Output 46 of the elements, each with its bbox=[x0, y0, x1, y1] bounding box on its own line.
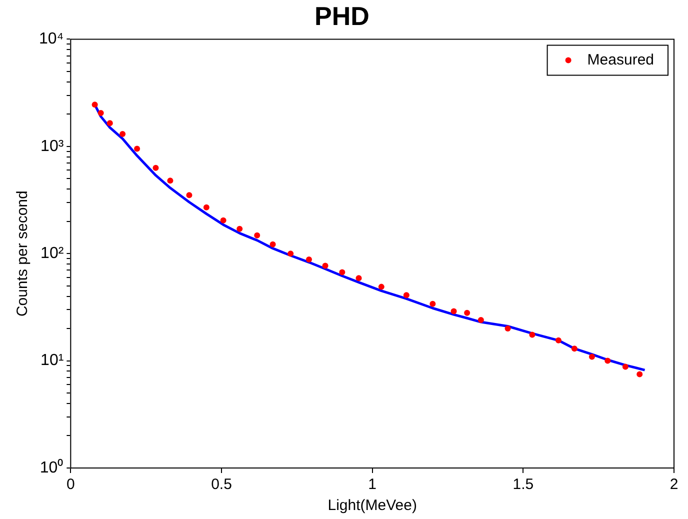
x-tick-label: 2 bbox=[670, 476, 678, 494]
point bbox=[529, 332, 536, 338]
point bbox=[622, 364, 628, 370]
point bbox=[220, 217, 226, 224]
point bbox=[288, 250, 294, 257]
x-axis-title: Light(MeVee) bbox=[328, 497, 417, 514]
point bbox=[106, 120, 113, 126]
y-tick-label: 10² bbox=[40, 245, 64, 262]
point bbox=[167, 178, 174, 184]
point bbox=[504, 326, 511, 332]
point bbox=[120, 130, 126, 137]
point bbox=[322, 262, 328, 269]
x-tick-label: 1.5 bbox=[512, 476, 534, 494]
point bbox=[478, 317, 484, 324]
point bbox=[254, 232, 260, 238]
y-tick-label: 10⁴ bbox=[39, 30, 64, 48]
y-axis-title: Counts per second bbox=[14, 190, 32, 317]
legend-label: Measured bbox=[587, 51, 654, 68]
point bbox=[152, 164, 159, 171]
y-tick-label: 10³ bbox=[40, 138, 64, 155]
point bbox=[555, 337, 562, 344]
x-tick-label: 0.5 bbox=[211, 476, 232, 494]
point bbox=[378, 284, 384, 290]
point bbox=[356, 275, 362, 282]
y-tick-label: 10¹ bbox=[40, 352, 64, 370]
point bbox=[339, 269, 346, 276]
point bbox=[464, 310, 470, 316]
point bbox=[270, 241, 276, 248]
point bbox=[430, 300, 436, 307]
point bbox=[98, 110, 104, 116]
point bbox=[604, 358, 611, 364]
x-tick-label: 1 bbox=[368, 476, 377, 494]
point bbox=[450, 308, 457, 314]
x-tick-label: 0 bbox=[66, 476, 75, 494]
chart-title: PHD bbox=[314, 0, 370, 31]
point bbox=[134, 146, 140, 152]
point bbox=[636, 371, 643, 378]
point bbox=[186, 192, 192, 198]
point bbox=[236, 226, 243, 232]
point bbox=[306, 256, 312, 263]
point bbox=[203, 204, 210, 210]
point bbox=[571, 346, 578, 352]
point bbox=[403, 292, 410, 298]
y-tick-label: 10⁰ bbox=[40, 458, 64, 476]
point bbox=[588, 354, 595, 360]
point bbox=[92, 102, 98, 108]
